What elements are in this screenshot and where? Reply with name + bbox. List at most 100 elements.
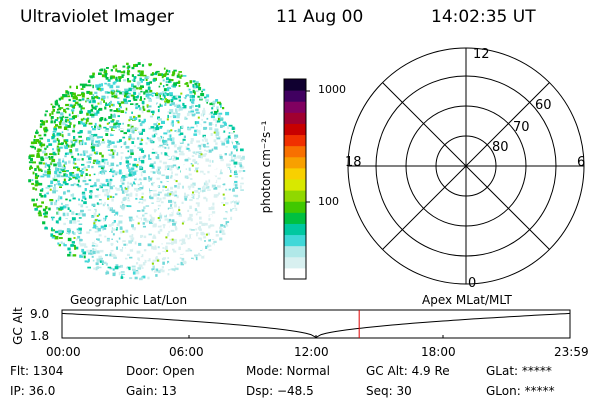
image-pixel bbox=[204, 240, 206, 242]
image-pixel bbox=[112, 174, 115, 178]
image-pixel bbox=[91, 106, 95, 109]
image-pixel bbox=[94, 182, 97, 185]
image-pixel bbox=[202, 153, 206, 157]
image-pixel bbox=[96, 188, 99, 191]
image-pixel bbox=[171, 213, 174, 216]
image-pixel bbox=[171, 206, 174, 210]
lat-label-80: 80 bbox=[492, 140, 509, 155]
image-pixel bbox=[53, 178, 58, 182]
image-pixel bbox=[208, 249, 212, 251]
image-pixel bbox=[132, 268, 136, 271]
image-pixel bbox=[130, 192, 133, 195]
image-pixel bbox=[72, 254, 77, 257]
image-pixel bbox=[210, 133, 213, 136]
image-pixel bbox=[139, 147, 143, 150]
image-pixel bbox=[163, 88, 167, 92]
image-pixel bbox=[40, 195, 44, 198]
image-pixel bbox=[128, 119, 131, 122]
image-pixel bbox=[172, 164, 177, 167]
image-pixel bbox=[67, 207, 70, 210]
image-pixel bbox=[81, 199, 84, 202]
image-pixel bbox=[185, 249, 190, 252]
image-pixel bbox=[36, 198, 38, 201]
image-pixel bbox=[99, 257, 103, 260]
image-pixel bbox=[182, 75, 187, 77]
image-pixel bbox=[178, 213, 182, 217]
image-pixel bbox=[217, 115, 221, 119]
image-pixel bbox=[117, 125, 121, 128]
image-pixel bbox=[125, 219, 130, 221]
image-pixel bbox=[155, 151, 158, 154]
image-pixel bbox=[78, 223, 83, 225]
image-pixel bbox=[131, 137, 135, 140]
image-pixel bbox=[122, 158, 126, 162]
image-pixel bbox=[70, 92, 74, 95]
image-pixel bbox=[86, 99, 90, 102]
image-pixel bbox=[72, 130, 75, 133]
image-pixel bbox=[190, 218, 193, 222]
image-pixel bbox=[227, 172, 230, 176]
image-pixel bbox=[70, 141, 73, 144]
image-pixel bbox=[78, 241, 81, 245]
image-pixel bbox=[180, 194, 183, 197]
image-pixel bbox=[139, 86, 143, 90]
image-pixel bbox=[183, 146, 186, 150]
image-pixel bbox=[58, 217, 62, 221]
image-pixel bbox=[133, 145, 136, 148]
image-pixel bbox=[121, 92, 125, 96]
image-pixel bbox=[84, 250, 87, 252]
image-pixel bbox=[74, 246, 77, 250]
image-pixel bbox=[79, 212, 83, 216]
image-pixel bbox=[69, 117, 73, 120]
image-pixel bbox=[99, 89, 103, 92]
image-pixel bbox=[190, 244, 193, 247]
image-pixel bbox=[98, 88, 101, 91]
image-pixel bbox=[44, 166, 47, 168]
image-pixel bbox=[241, 177, 244, 180]
image-pixel bbox=[200, 237, 202, 241]
image-pixel bbox=[117, 70, 121, 73]
image-pixel bbox=[211, 240, 214, 243]
image-pixel bbox=[58, 171, 62, 174]
image-pixel bbox=[171, 219, 175, 223]
image-pixel bbox=[62, 115, 65, 118]
image-pixel bbox=[162, 127, 166, 130]
image-pixel bbox=[115, 121, 118, 125]
image-pixel bbox=[172, 112, 176, 115]
image-pixel bbox=[89, 174, 91, 177]
image-pixel bbox=[105, 102, 107, 105]
image-pixel bbox=[94, 208, 97, 212]
image-pixel bbox=[91, 96, 95, 100]
image-pixel bbox=[175, 105, 180, 107]
time-label: 14:02:35 UT bbox=[431, 7, 536, 27]
image-pixel bbox=[127, 128, 131, 130]
image-pixel bbox=[187, 155, 192, 158]
image-pixel bbox=[170, 99, 174, 102]
image-pixel bbox=[98, 234, 102, 237]
image-pixel bbox=[174, 151, 178, 154]
image-pixel bbox=[76, 238, 78, 241]
image-pixel bbox=[214, 128, 219, 132]
image-pixel bbox=[166, 179, 170, 182]
image-pixel bbox=[76, 230, 81, 233]
image-pixel bbox=[109, 76, 113, 80]
image-pixel bbox=[145, 142, 148, 145]
image-pixel bbox=[94, 105, 98, 108]
image-pixel bbox=[227, 126, 230, 130]
image-pixel bbox=[191, 194, 195, 196]
image-pixel bbox=[118, 220, 123, 224]
image-pixel bbox=[40, 119, 43, 122]
image-pixel bbox=[69, 172, 73, 176]
image-pixel bbox=[177, 233, 180, 235]
image-pixel bbox=[157, 136, 161, 140]
image-pixel bbox=[175, 108, 178, 112]
image-pixel bbox=[201, 186, 204, 190]
image-pixel bbox=[219, 203, 223, 206]
image-pixel bbox=[96, 207, 101, 210]
image-pixel bbox=[213, 175, 217, 178]
image-pixel bbox=[172, 155, 175, 157]
image-pixel bbox=[69, 85, 72, 89]
image-pixel bbox=[138, 242, 142, 246]
image-pixel bbox=[201, 189, 206, 192]
image-pixel bbox=[191, 155, 195, 157]
